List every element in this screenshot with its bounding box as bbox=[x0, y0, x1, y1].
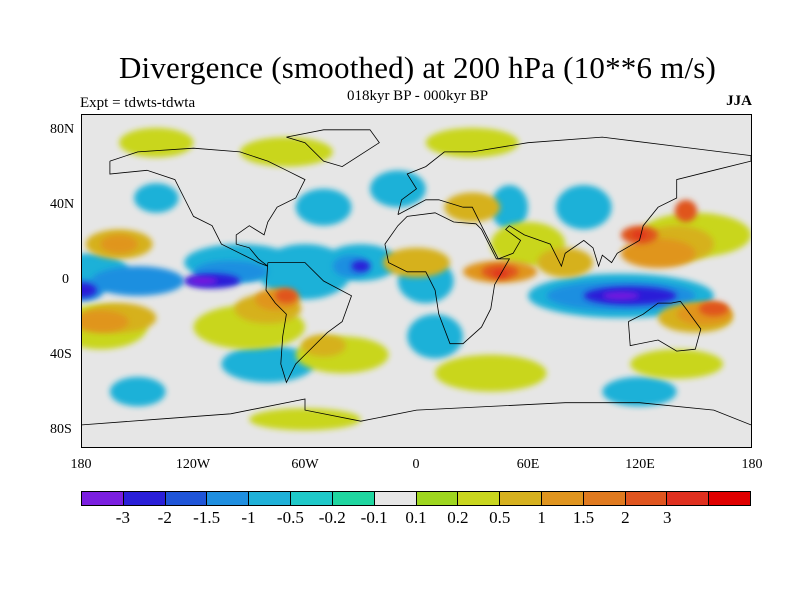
divergence-region bbox=[134, 183, 179, 213]
lat-tick-40s: 40S bbox=[50, 347, 72, 362]
colorbar-cell bbox=[625, 492, 668, 505]
divergence-layer-3 bbox=[187, 277, 640, 300]
coastline-australia bbox=[628, 300, 702, 352]
divergence-map bbox=[82, 127, 751, 431]
divergence-region bbox=[100, 234, 138, 254]
colorbar-cell bbox=[500, 492, 542, 505]
divergence-region bbox=[109, 376, 166, 407]
lon-tick-120e: 120E bbox=[625, 457, 655, 472]
divergence-region bbox=[492, 269, 508, 278]
lon-tick-60w: 60W bbox=[291, 457, 319, 472]
colorbar-label: -1.5 bbox=[193, 508, 221, 527]
divergence-region bbox=[119, 127, 194, 158]
lat-tick-40n: 40N bbox=[50, 197, 75, 212]
plot-subtitle: 018kyr BP - 000kyr BP bbox=[346, 88, 489, 104]
colorbar-cell bbox=[709, 492, 750, 505]
lon-tick-60e: 60E bbox=[516, 457, 540, 472]
divergence-region bbox=[239, 137, 333, 167]
colorbar-cell bbox=[583, 492, 626, 505]
lat-tick-equator: 0 bbox=[62, 272, 69, 287]
coastline-greenland bbox=[286, 129, 380, 168]
colorbar-cell bbox=[667, 492, 710, 505]
colorbar-cell bbox=[332, 492, 375, 505]
colorbar-cell bbox=[249, 492, 292, 505]
divergence-region bbox=[674, 199, 698, 222]
colorbar-cell bbox=[416, 492, 459, 505]
divergence-region bbox=[383, 247, 450, 278]
divergence-region bbox=[351, 260, 371, 272]
divergence-region bbox=[91, 266, 185, 296]
coastline-antarctica bbox=[82, 398, 751, 426]
colorbar-cell bbox=[165, 492, 208, 505]
coastline-eurasia bbox=[397, 136, 751, 268]
lon-tick-0: 0 bbox=[412, 457, 420, 472]
colorbar-label: 0.1 bbox=[405, 508, 427, 527]
lon-tick-180w: 180 bbox=[70, 457, 92, 472]
colorbar-label: 2 bbox=[621, 508, 630, 527]
colorbar bbox=[81, 491, 751, 506]
colorbar-label: 1 bbox=[537, 508, 546, 527]
lon-tick-180e: 180 bbox=[741, 457, 763, 472]
colorbar-cell bbox=[541, 492, 584, 505]
divergence-region bbox=[602, 376, 677, 407]
colorbar-label: 3 bbox=[663, 508, 672, 527]
divergence-layer-8 bbox=[492, 231, 647, 278]
lat-tick-80n: 80N bbox=[50, 122, 75, 137]
divergence-region bbox=[425, 127, 519, 158]
divergence-region bbox=[187, 277, 218, 285]
colorbar-cell bbox=[82, 492, 124, 505]
plot-title: Divergence (smoothed) at 200 hPa (10**6 … bbox=[118, 50, 717, 85]
divergence-region bbox=[82, 282, 97, 298]
colorbar-cell bbox=[207, 492, 250, 505]
lat-tick-80s: 80S bbox=[50, 422, 72, 437]
colorbar-label: -1 bbox=[241, 508, 256, 527]
divergence-region bbox=[407, 314, 463, 359]
season-label: JJA bbox=[726, 93, 752, 109]
divergence-region bbox=[435, 354, 547, 392]
divergence-region bbox=[249, 408, 361, 431]
divergence-region bbox=[370, 170, 426, 208]
divergence-region bbox=[602, 292, 640, 300]
colorbar-cell bbox=[291, 492, 333, 505]
colorbar-label: 0.5 bbox=[489, 508, 511, 527]
map-panel bbox=[81, 114, 752, 448]
divergence-layer-7 bbox=[275, 199, 729, 317]
divergence-region bbox=[537, 247, 594, 278]
experiment-label: Expt = tdwts-tdwta bbox=[80, 95, 196, 111]
divergence-region bbox=[632, 231, 647, 239]
colorbar-cell bbox=[123, 492, 166, 505]
colorbar-label: -0.2 bbox=[318, 508, 346, 527]
colorbar-label: 0.2 bbox=[447, 508, 469, 527]
divergence-region bbox=[301, 334, 346, 357]
divergence-region bbox=[490, 185, 528, 230]
colorbar-label: -2 bbox=[157, 508, 172, 527]
coastline-africa bbox=[384, 212, 511, 345]
colorbar-label: 1.5 bbox=[572, 508, 595, 527]
colorbar-label: -3 bbox=[115, 508, 130, 527]
divergence-region bbox=[620, 238, 696, 269]
colorbar-label: -0.5 bbox=[276, 508, 304, 527]
coastline-north-america bbox=[109, 147, 306, 267]
divergence-region bbox=[82, 310, 129, 333]
lon-tick-120w: 120W bbox=[175, 457, 211, 472]
colorbar-cell bbox=[374, 492, 417, 505]
colorbar-cell bbox=[458, 492, 501, 505]
colorbar-label: -0.1 bbox=[360, 508, 388, 527]
divergence-region bbox=[698, 301, 729, 317]
divergence-region bbox=[275, 288, 298, 304]
divergence-region bbox=[295, 188, 352, 226]
divergence-region bbox=[630, 349, 724, 379]
divergence-region bbox=[555, 185, 612, 230]
coastline-south-america bbox=[265, 262, 352, 384]
